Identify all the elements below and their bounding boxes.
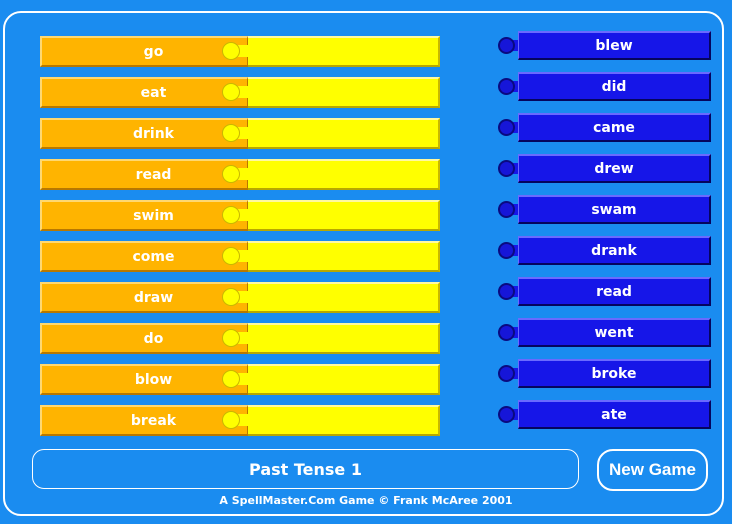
word-row: draw bbox=[40, 282, 440, 313]
word-row: come bbox=[40, 241, 440, 272]
puzzle-knob-icon bbox=[498, 406, 515, 423]
answer-piece[interactable]: drank bbox=[498, 236, 712, 265]
piece-connector bbox=[511, 327, 521, 338]
word-row: drink bbox=[40, 118, 440, 149]
puzzle-knob-icon bbox=[498, 324, 515, 341]
socket-notch-icon bbox=[222, 206, 240, 224]
answer-piece[interactable]: went bbox=[498, 318, 712, 347]
socket-notch-icon bbox=[222, 247, 240, 265]
socket-notch-icon bbox=[222, 370, 240, 388]
socket-notch-icon bbox=[222, 165, 240, 183]
base-word-piece: drink bbox=[40, 118, 248, 149]
answer-piece[interactable]: came bbox=[498, 113, 712, 142]
answer-piece-label[interactable]: drew bbox=[518, 154, 711, 183]
puzzle-knob-icon bbox=[498, 283, 515, 300]
puzzle-knob-icon bbox=[498, 242, 515, 259]
piece-connector bbox=[511, 40, 521, 51]
word-row: blow bbox=[40, 364, 440, 395]
piece-connector bbox=[511, 286, 521, 297]
piece-connector bbox=[511, 368, 521, 379]
answer-piece[interactable]: drew bbox=[498, 154, 712, 183]
answer-piece-label[interactable]: did bbox=[518, 72, 711, 101]
game-title: Past Tense 1 bbox=[32, 449, 579, 489]
base-word-piece: go bbox=[40, 36, 248, 67]
answer-piece-label[interactable]: went bbox=[518, 318, 711, 347]
word-row: break bbox=[40, 405, 440, 436]
base-word-piece: swim bbox=[40, 200, 248, 231]
piece-connector bbox=[511, 81, 521, 92]
puzzle-knob-icon bbox=[498, 160, 515, 177]
piece-connector bbox=[511, 163, 521, 174]
word-row: do bbox=[40, 323, 440, 354]
puzzle-knob-icon bbox=[498, 365, 515, 382]
socket-notch-icon bbox=[222, 329, 240, 347]
word-row: go bbox=[40, 36, 440, 67]
word-row: eat bbox=[40, 77, 440, 108]
puzzle-knob-icon bbox=[498, 78, 515, 95]
answer-piece-label[interactable]: ate bbox=[518, 400, 711, 429]
socket-notch-icon bbox=[222, 83, 240, 101]
answer-piece[interactable]: blew bbox=[498, 31, 712, 60]
game-frame bbox=[3, 11, 724, 516]
base-word-piece: do bbox=[40, 323, 248, 354]
socket-notch-icon bbox=[222, 411, 240, 429]
piece-connector bbox=[511, 245, 521, 256]
base-word-piece: break bbox=[40, 405, 248, 436]
socket-notch-icon bbox=[222, 42, 240, 60]
puzzle-knob-icon bbox=[498, 201, 515, 218]
puzzle-knob-icon bbox=[498, 119, 515, 136]
piece-connector bbox=[511, 122, 521, 133]
socket-notch-icon bbox=[222, 288, 240, 306]
puzzle-knob-icon bbox=[498, 37, 515, 54]
answer-piece-label[interactable]: blew bbox=[518, 31, 711, 60]
answer-piece[interactable]: ate bbox=[498, 400, 712, 429]
base-word-piece: read bbox=[40, 159, 248, 190]
answer-piece-label[interactable]: read bbox=[518, 277, 711, 306]
answer-piece-label[interactable]: came bbox=[518, 113, 711, 142]
answer-piece-label[interactable]: drank bbox=[518, 236, 711, 265]
piece-connector bbox=[511, 204, 521, 215]
answer-piece-label[interactable]: broke bbox=[518, 359, 711, 388]
answer-piece[interactable]: read bbox=[498, 277, 712, 306]
base-word-piece: blow bbox=[40, 364, 248, 395]
answer-piece[interactable]: broke bbox=[498, 359, 712, 388]
piece-connector bbox=[511, 409, 521, 420]
base-word-piece: eat bbox=[40, 77, 248, 108]
new-game-button[interactable]: New Game bbox=[597, 449, 708, 491]
answer-piece[interactable]: did bbox=[498, 72, 712, 101]
base-word-piece: come bbox=[40, 241, 248, 272]
answer-piece[interactable]: swam bbox=[498, 195, 712, 224]
word-row: read bbox=[40, 159, 440, 190]
base-word-piece: draw bbox=[40, 282, 248, 313]
copyright-footer: A SpellMaster.Com Game © Frank McAree 20… bbox=[219, 494, 513, 507]
word-row: swim bbox=[40, 200, 440, 231]
socket-notch-icon bbox=[222, 124, 240, 142]
answer-piece-label[interactable]: swam bbox=[518, 195, 711, 224]
